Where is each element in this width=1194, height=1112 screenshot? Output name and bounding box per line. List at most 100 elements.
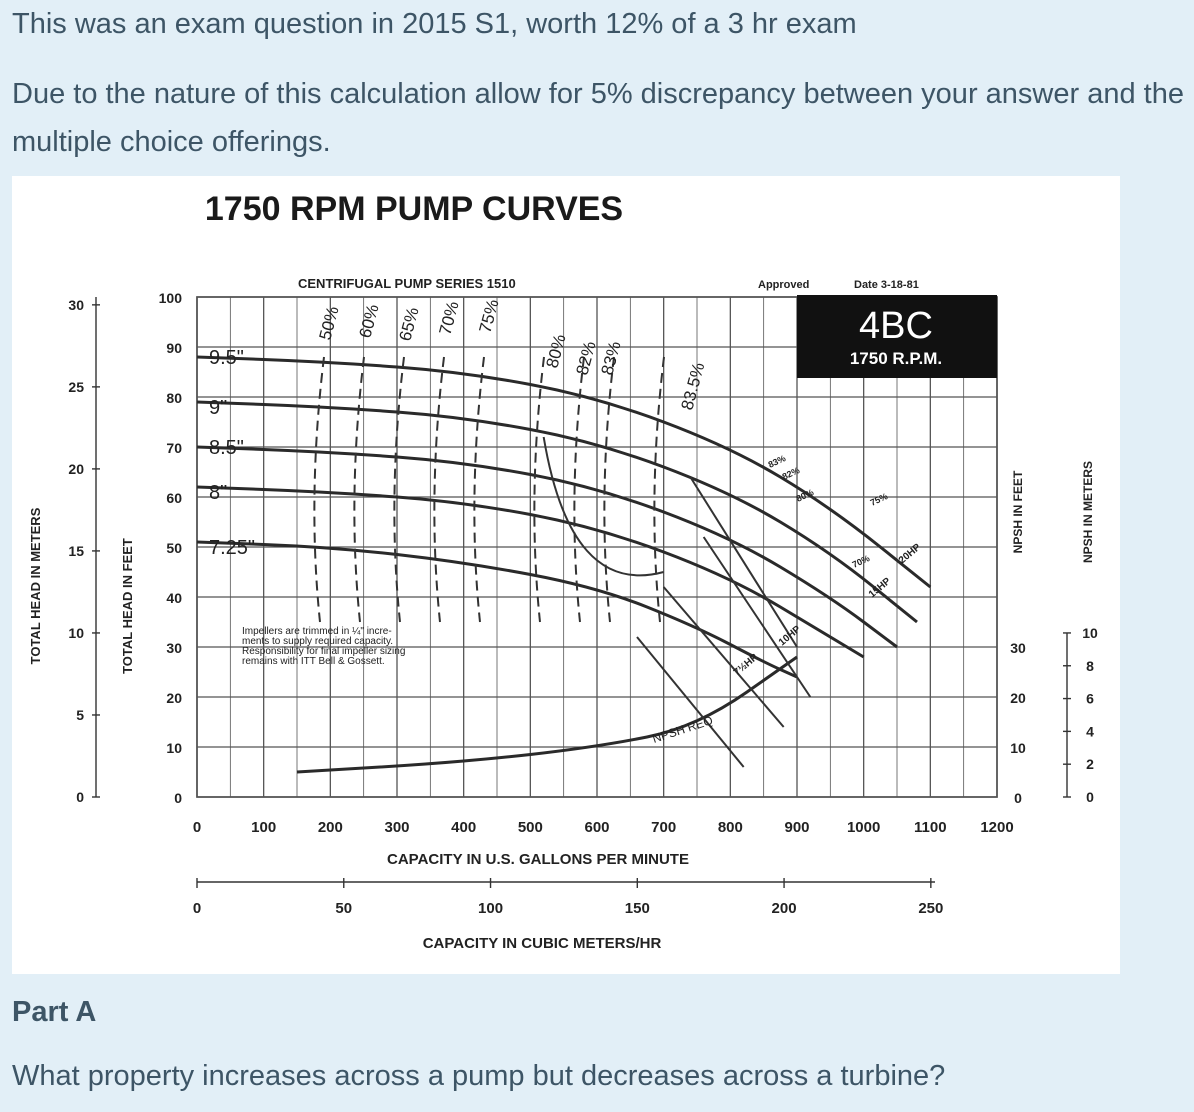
m3-tick-label: 200 bbox=[772, 900, 797, 917]
chart-curves bbox=[196, 355, 932, 774]
npsh-m-axis-label: NPSH IN METERS bbox=[1081, 461, 1095, 563]
m3-tick-label: 250 bbox=[918, 900, 943, 917]
head-ft-axis-label: TOTAL HEAD IN FEET bbox=[120, 538, 135, 674]
npsh-m-tick-label: 0 bbox=[1086, 789, 1094, 805]
gpm-tick-label: 100 bbox=[251, 819, 276, 836]
head-ft-tick-label: 40 bbox=[166, 590, 182, 606]
note-line-2: ments to supply required capacity. bbox=[242, 636, 393, 647]
gpm-tick-label: 1200 bbox=[980, 819, 1013, 836]
hp-line bbox=[702, 536, 812, 698]
chart-grid bbox=[196, 296, 998, 798]
head-ft-tick-label: 100 bbox=[159, 290, 183, 306]
efficiency-label: 65% bbox=[396, 305, 423, 343]
efficiency-arc bbox=[653, 356, 665, 623]
gpm-tick-label: 1100 bbox=[914, 819, 947, 836]
npsh-ft-tick-label: 0 bbox=[1014, 790, 1022, 806]
impeller-curve bbox=[196, 540, 798, 679]
model-label: 4BC bbox=[859, 305, 933, 347]
small-eff-label: 80% bbox=[795, 487, 816, 504]
hp-line bbox=[636, 636, 745, 768]
head-ft-tick-label: 70 bbox=[166, 440, 182, 456]
gpm-tick-label: 300 bbox=[384, 819, 409, 836]
series-label: CENTRIFUGAL PUMP SERIES 1510 bbox=[298, 276, 516, 291]
head-m-tick-label: 15 bbox=[68, 543, 84, 559]
date-label: Date 3-18-81 bbox=[854, 279, 919, 291]
gpm-tick-label: 400 bbox=[451, 819, 476, 836]
efficiency-arc bbox=[473, 356, 485, 623]
head-ft-tick-label: 0 bbox=[174, 790, 182, 806]
impeller-curve bbox=[196, 355, 932, 589]
model-box bbox=[797, 295, 997, 378]
head-ft-tick-label: 10 bbox=[166, 740, 182, 756]
hp-label: 10HP bbox=[777, 624, 803, 649]
efficiency-loop bbox=[542, 436, 664, 577]
gpm-tick-label: 1000 bbox=[847, 819, 880, 836]
hp-line bbox=[689, 476, 798, 648]
efficiency-arc bbox=[353, 356, 365, 623]
m3-tick-label: 150 bbox=[625, 900, 650, 917]
head-ft-tick-label: 50 bbox=[166, 540, 182, 556]
impeller-curve bbox=[196, 400, 918, 624]
efficiency-arc bbox=[573, 356, 585, 623]
head-ft-tick-label: 20 bbox=[166, 690, 182, 706]
npsh-ft-axis-label: NPSH IN FEET bbox=[1011, 470, 1025, 553]
gpm-tick-label: 900 bbox=[784, 819, 809, 836]
efficiency-arc bbox=[433, 356, 445, 623]
npsh-m-tick-label: 8 bbox=[1086, 658, 1094, 674]
npsh-m-tick-label: 4 bbox=[1086, 723, 1094, 739]
head-m-tick-label: 5 bbox=[76, 707, 84, 723]
npsh-curve bbox=[296, 655, 798, 774]
gpm-tick-label: 500 bbox=[518, 819, 543, 836]
head-m-tick-label: 20 bbox=[68, 461, 84, 477]
note-line-4: remains with ITT Bell & Gossett. bbox=[242, 656, 385, 667]
note-line-1: Impellers are trimmed in ¼" incre- bbox=[242, 625, 392, 637]
efficiency-label: 83% bbox=[598, 339, 625, 377]
pump-curve-figure: 1750 RPM PUMP CURVES 30 25 20 15 10 5 0 TOTAL H… bbox=[12, 176, 1120, 974]
efficiency-arc bbox=[393, 356, 405, 623]
gpm-tick-label: 700 bbox=[651, 819, 676, 836]
impeller-label: 9.5" bbox=[209, 347, 244, 369]
impeller-label: 8" bbox=[209, 482, 227, 504]
head-ft-tick-label: 30 bbox=[166, 640, 182, 656]
approved-label: Approved bbox=[758, 279, 809, 291]
m3-axis-label: CAPACITY IN CUBIC METERS/HR bbox=[423, 935, 662, 952]
efficiency-label: 80% bbox=[543, 332, 570, 370]
efficiency-label: 75% bbox=[476, 297, 503, 335]
gpm-tick-label: 0 bbox=[193, 819, 201, 836]
efficiency-arc bbox=[603, 356, 615, 623]
efficiency-label: 82% bbox=[573, 339, 600, 377]
m3-tick-label: 0 bbox=[193, 900, 201, 917]
npsh-ft-tick-label: 30 bbox=[1010, 640, 1026, 656]
m3-tick-label: 100 bbox=[478, 900, 503, 917]
part-title: Part A bbox=[12, 996, 97, 1028]
hp-label: 7½HP bbox=[732, 652, 761, 679]
impeller-curve bbox=[196, 485, 865, 659]
chart-title: 1750 RPM PUMP CURVES bbox=[205, 190, 623, 228]
efficiency-label: 50% bbox=[316, 304, 343, 342]
head-m-axis-label: TOTAL HEAD IN METERS bbox=[28, 507, 43, 664]
head-ft-tick-label: 60 bbox=[166, 490, 182, 506]
note-line-3: Responsibility for final impeller sizing bbox=[242, 646, 405, 657]
gpm-tick-label: 600 bbox=[584, 819, 609, 836]
impeller-label: 8.5" bbox=[209, 437, 244, 459]
npsh-req-label: NPSH REQ bbox=[651, 713, 715, 746]
impeller-label: 9" bbox=[209, 397, 227, 419]
impeller-label: 7.25" bbox=[209, 537, 255, 559]
gpm-tick-label: 800 bbox=[718, 819, 743, 836]
efficiency-label: 70% bbox=[436, 299, 463, 337]
hp-label: 20HP bbox=[897, 542, 923, 567]
note-text: Due to the nature of this calculation al… bbox=[12, 78, 1184, 158]
intro-text: This was an exam question in 2015 S1, wo… bbox=[12, 8, 857, 40]
small-eff-label: 83% bbox=[767, 453, 788, 470]
efficiency-label: 83.5% bbox=[678, 361, 709, 412]
small-eff-label: 82% bbox=[781, 465, 802, 482]
rpm-label: 1750 R.P.M. bbox=[850, 349, 942, 368]
npsh-m-tick-label: 2 bbox=[1086, 756, 1094, 772]
gpm-tick-label: 200 bbox=[318, 819, 343, 836]
question-text: What property increases across a pump bu… bbox=[12, 1060, 946, 1092]
head-m-tick-label: 30 bbox=[68, 297, 84, 313]
npsh-m-tick-label: 6 bbox=[1086, 691, 1094, 707]
small-eff-label: 75% bbox=[869, 491, 890, 508]
